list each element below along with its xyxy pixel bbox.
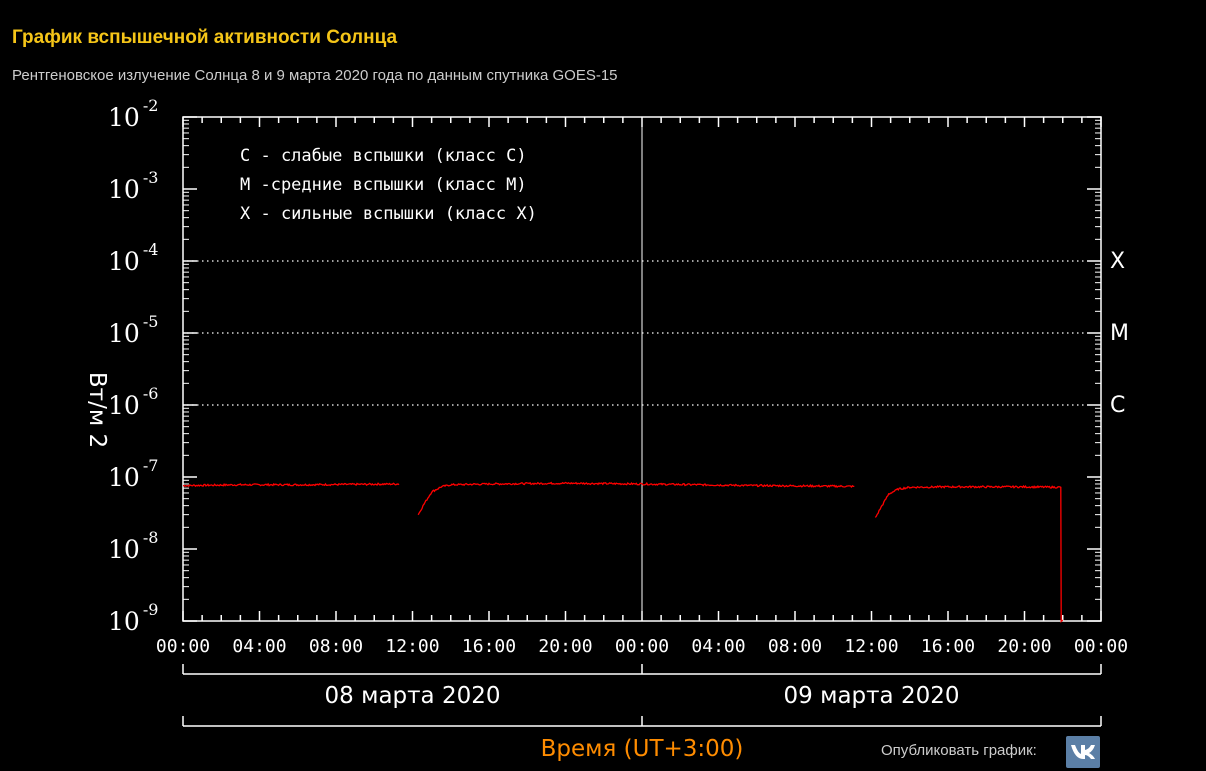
vk-share-button[interactable] xyxy=(1066,736,1100,768)
day-label: 09 марта 2020 xyxy=(784,683,960,709)
series-line-segment xyxy=(417,481,855,516)
class-level-label-m: M xyxy=(1110,321,1129,346)
x-axis-title: Время (UT+3:00) xyxy=(541,736,744,762)
y-tick-label: 10 -9 xyxy=(108,600,158,636)
page-title: График вспышечной активности Солнца xyxy=(12,27,398,48)
legend-entry: X - сильные вспышки (класс X) xyxy=(240,204,537,224)
x-tick-label: 16:00 xyxy=(462,636,516,657)
y-tick-label: 10 -3 xyxy=(108,168,158,204)
x-tick-label: 00:00 xyxy=(156,636,210,657)
x-tick-label: 12:00 xyxy=(385,636,439,657)
x-tick-label: 04:00 xyxy=(691,636,745,657)
class-level-label-c: C xyxy=(1110,393,1125,418)
y-tick-label: 10 -8 xyxy=(108,528,158,564)
legend-entry: M -средние вспышки (класс M) xyxy=(240,175,527,195)
x-tick-label: 12:00 xyxy=(844,636,898,657)
y-tick-label: 10 -6 xyxy=(108,384,158,420)
y-tick-label: 10 -7 xyxy=(108,456,158,492)
page-subtitle: Рентгеновское излучение Солнца 8 и 9 мар… xyxy=(12,67,618,84)
x-tick-label: 20:00 xyxy=(997,636,1051,657)
y-tick-label: 10 -4 xyxy=(108,240,158,276)
x-tick-label: 08:00 xyxy=(768,636,822,657)
legend-entry: C - слабые вспышки (класс C) xyxy=(240,146,527,166)
x-tick-label: 00:00 xyxy=(615,636,669,657)
class-level-label-x: X xyxy=(1110,249,1125,274)
series-line-segment xyxy=(874,484,1064,624)
x-tick-label: 04:00 xyxy=(232,636,286,657)
publish-label: Опубликовать график: xyxy=(881,742,1037,759)
x-tick-label: 00:00 xyxy=(1074,636,1128,657)
y-tick-label: 10 -5 xyxy=(108,312,158,348)
day-brackets xyxy=(182,664,1102,727)
x-tick-label: 16:00 xyxy=(921,636,975,657)
series-line-segment xyxy=(182,482,400,488)
day-label: 08 марта 2020 xyxy=(325,683,501,709)
y-axis-title: Вт/м 2 xyxy=(84,372,110,448)
y-tick-label: 10 -2 xyxy=(108,96,158,132)
x-tick-label: 20:00 xyxy=(538,636,592,657)
vk-icon xyxy=(1071,745,1095,759)
x-tick-label: 08:00 xyxy=(309,636,363,657)
